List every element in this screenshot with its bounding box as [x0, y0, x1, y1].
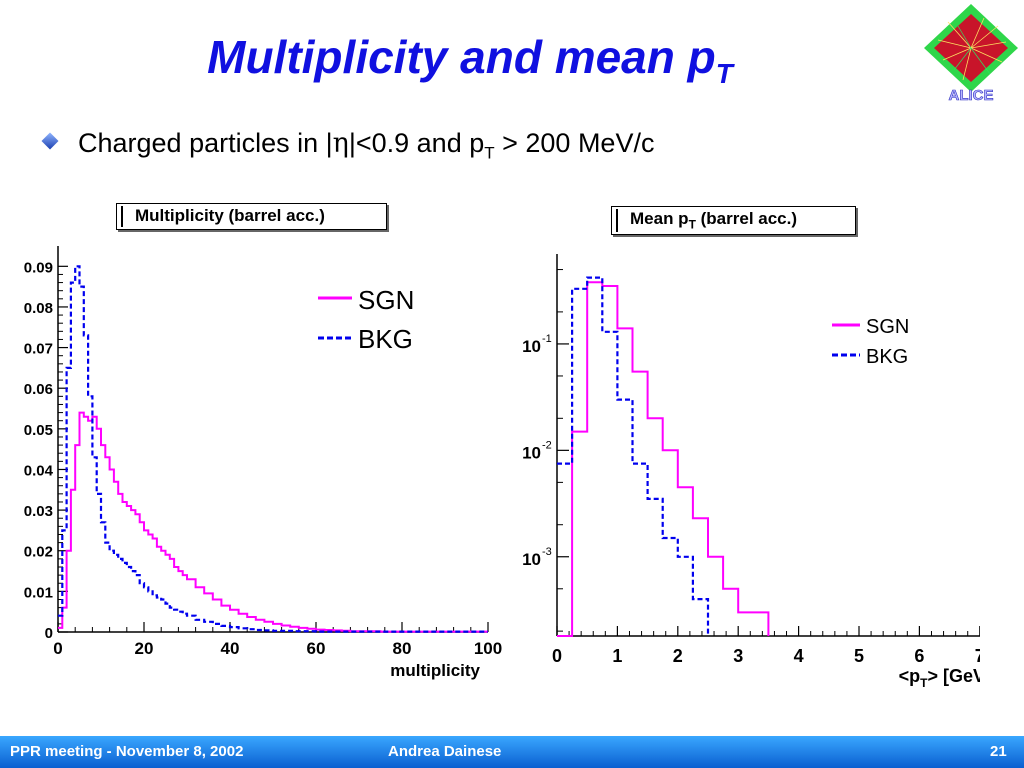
chart1-y-tick-label: 0.03	[24, 503, 53, 520]
chart1-legend-sgn-label: SGN	[358, 285, 414, 315]
chart1-x-tick-label: 60	[307, 639, 326, 658]
chart2-x-tick-label: 7	[975, 646, 980, 666]
chart1-y-tick-label: 0.02	[24, 544, 53, 561]
chart2-x-tick-label: 0	[552, 646, 562, 666]
chart2-x-tick-label: 1	[612, 646, 622, 666]
chart2-y-tick-label: 10	[522, 337, 541, 356]
chart2-series-sgn	[557, 281, 770, 637]
chart2-x-tick-label: 2	[673, 646, 683, 666]
chart2-y-tick-exponent: -3	[542, 546, 552, 558]
chart2-x-tick-label: 5	[854, 646, 864, 666]
chart2-x-tick-label: 4	[794, 646, 804, 666]
bullet-diamond-icon	[41, 132, 59, 150]
chart2-y-tick-exponent: -1	[542, 333, 552, 345]
chart1-x-tick-label: 100	[474, 639, 502, 658]
chart2-legend-bkg-label: BKG	[866, 346, 908, 368]
chart2-y-tick-label: 10	[522, 443, 541, 462]
chart1-y-tick-label: 0.04	[24, 462, 54, 479]
chart1-x-tick-label: 20	[135, 639, 154, 658]
chart1-title: Multiplicity (barrel acc.)	[116, 203, 387, 230]
slide-title: Multiplicity and mean pT	[207, 31, 733, 90]
chart2-title: Mean pT (barrel acc.)	[611, 206, 856, 236]
bullet-point: Charged particles in |η|<0.9 and pT > 20…	[41, 128, 654, 163]
chart1-legend-bkg-label: BKG	[358, 324, 413, 354]
multiplicity-chart: 0 0.01 0.02 0.03 0.04 0.05 0.06 0.07 0.08 0.09 0 20…	[24, 246, 502, 680]
chart2-x-tick-label: 3	[733, 646, 743, 666]
chart1-y-tick-label: 0.09	[24, 259, 53, 276]
logo-text: ALICE	[949, 87, 994, 104]
chart1-y-tick-label: 0.07	[24, 341, 53, 358]
chart2-y-tick-exponent: -2	[542, 439, 552, 451]
alice-logo-icon: ALICE	[924, 4, 1018, 104]
chart2-series-bkg	[557, 276, 710, 636]
chart1-y-tick-label: 0.08	[24, 300, 53, 317]
chart1-y-tick-label: 0	[45, 625, 53, 642]
chart1-x-tick-label: 40	[221, 639, 240, 658]
footer-meeting: PPR meeting - November 8, 2002	[10, 743, 244, 760]
chart1-x-label: multiplicity	[390, 661, 480, 680]
chart1-series-sgn	[58, 411, 488, 633]
footer-author: Andrea Dainese	[388, 743, 502, 760]
chart2-y-tick-label: 10	[522, 550, 541, 569]
chart2-x-label: <pT> [GeV/c]	[899, 666, 980, 690]
footer-bar: PPR meeting - November 8, 2002 Andrea Da…	[0, 736, 1024, 768]
chart1-series-bkg	[58, 265, 488, 633]
chart1-y-tick-label: 0.01	[24, 584, 53, 601]
chart1-y-tick-label: 0.05	[24, 422, 53, 439]
chart2-legend-sgn-label: SGN	[866, 316, 909, 338]
chart1-y-tick-label: 0.06	[24, 381, 53, 398]
chart2-x-tick-label: 6	[914, 646, 924, 666]
footer-page-number: 21	[990, 743, 1007, 760]
chart1-x-tick-label: 0	[53, 639, 62, 658]
chart1-x-tick-label: 80	[393, 639, 412, 658]
